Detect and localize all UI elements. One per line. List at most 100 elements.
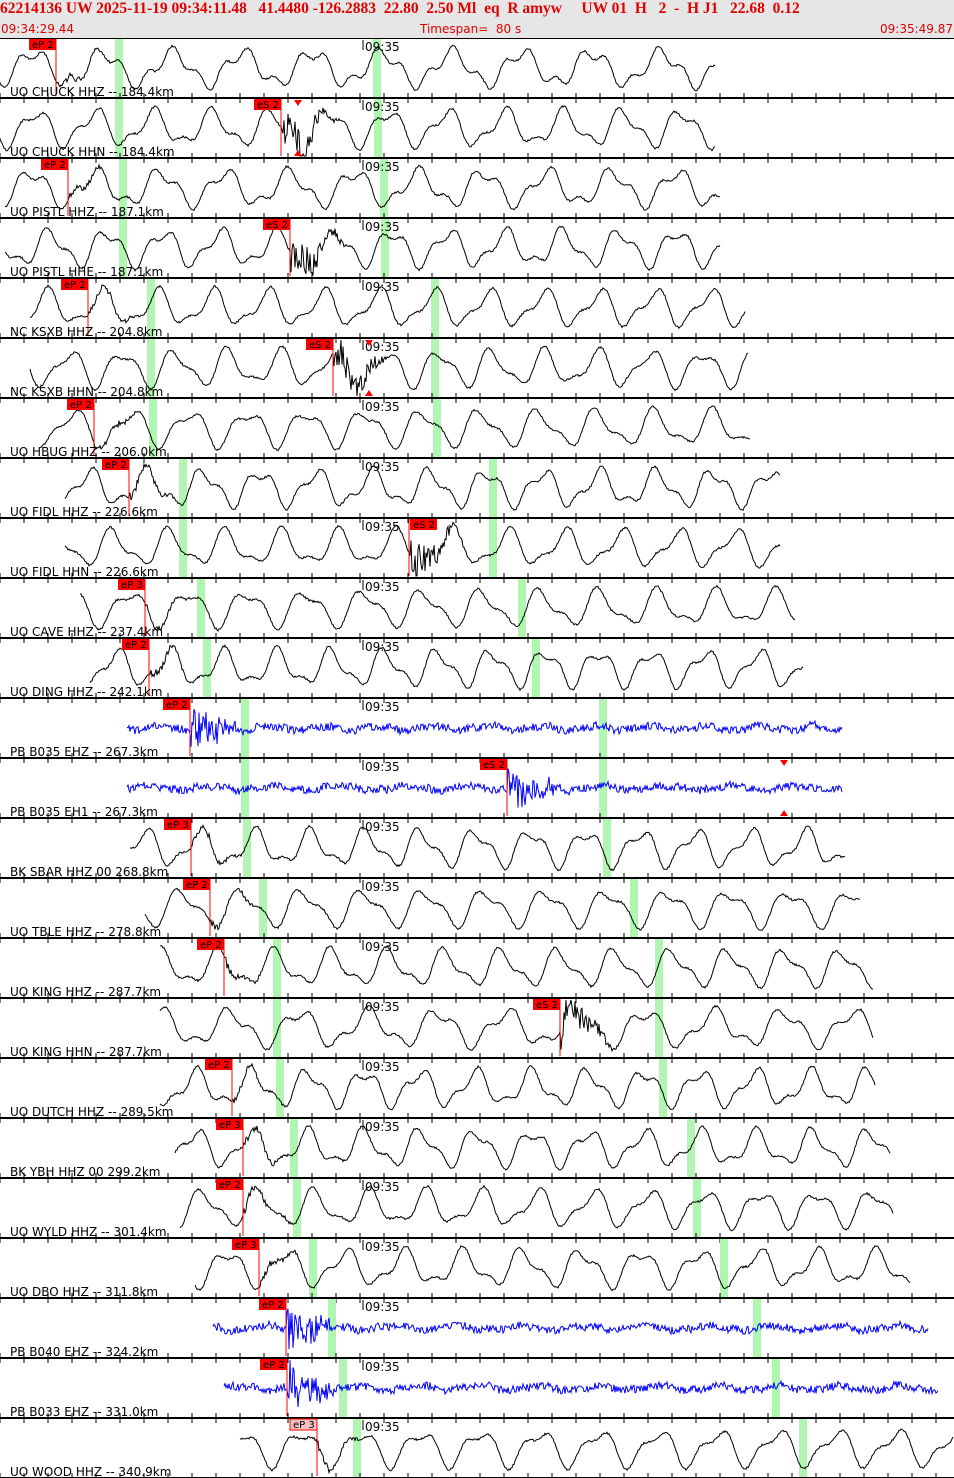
trace-row[interactable]: 09:35 eP 2 UO DUTCH HHZ -- 289.5km (0, 1059, 954, 1123)
trace-row[interactable]: 09:35 eP 3 BK YBH HHZ 00 299.2km (0, 1119, 954, 1183)
trace-row[interactable]: 09:35 eP 2 UO KING HHZ -- 287.7km (0, 939, 954, 1003)
seismogram-panel[interactable]: 09:35 eP 2 UO CHUCK HHZ -- 184.4km 09:35 eS … (0, 38, 954, 1478)
pick-flag[interactable] (410, 519, 437, 530)
pick-flag[interactable] (164, 819, 191, 830)
pick-flag[interactable] (41, 159, 68, 170)
pick-flag[interactable] (289, 1418, 318, 1431)
theoretical-arrival-marker (599, 699, 607, 758)
pick-flag[interactable] (205, 1059, 232, 1070)
pick-label: eP 2 (64, 280, 86, 291)
trace-row[interactable]: 09:35 eS 2 UO FIDL HHN -- 226.6km (0, 519, 954, 583)
trace-row[interactable]: 09:35 eP 2 UO FIDL HHZ -- 226.6km (0, 459, 954, 523)
channel-label: PB B033 EHZ -- 331.0km (10, 1405, 158, 1419)
pick-flag[interactable] (29, 39, 56, 50)
trace-row[interactable]: 09:35 eS 2 UO CHUCK HHN -- 184.4km (0, 99, 954, 163)
channel-label: PB B035 EH1 -- 267.3km (10, 805, 158, 819)
trace-row[interactable]: 09:35 eP 3 UO CAVE HHZ -- 237.4km (0, 579, 954, 643)
pick-flag[interactable] (306, 339, 333, 350)
pick-flag[interactable] (102, 459, 129, 470)
channel-label: UO PISTL HHE -- 187.1km (10, 265, 163, 279)
channel-label: UO FIDL HHZ -- 226.6km (10, 505, 158, 519)
theoretical-arrival-marker (599, 759, 607, 818)
pick-flag[interactable] (259, 1299, 286, 1310)
trace-row[interactable]: 09:35 eP 2 UO PISTL HHZ -- 187.1km (0, 159, 954, 223)
amplitude-marker-icon (365, 390, 373, 396)
theoretical-arrival-marker (381, 219, 389, 278)
channel-label: BK SBAR HHZ 00 268.8km (10, 865, 168, 879)
trace-row[interactable]: 09:35 eP 2 NC KSXB HHZ -- 204.8km (0, 279, 954, 343)
trace-row[interactable]: 09:35 eS 2 NC KSXB HHN -- 204.8km (0, 339, 954, 403)
pick-flag[interactable] (480, 759, 507, 770)
pick-label: eS 2 (257, 100, 279, 111)
channel-label: UO CHUCK HHN -- 184.4km (10, 145, 175, 159)
pick-flag[interactable] (122, 639, 149, 650)
trace-row[interactable]: 09:35 eS 2 UO KING HHN -- 287.7km (0, 999, 954, 1063)
waveform (126, 709, 843, 747)
pick-flag[interactable] (216, 1179, 243, 1190)
pick-label: eP 3 (121, 580, 143, 591)
pick-flag[interactable] (216, 1119, 243, 1130)
pick-flag[interactable] (183, 879, 210, 890)
waveform (4, 163, 721, 211)
trace-row[interactable]: 09:35 eS 2 UO PISTL HHE -- 187.1km (0, 219, 954, 283)
minute-label: 09:35 (365, 340, 400, 354)
theoretical-arrival-marker (518, 579, 526, 638)
trace-row[interactable]: 09:35 eP 2 PB B033 EHZ -- 331.0km (0, 1359, 954, 1423)
theoretical-arrival-marker (630, 879, 638, 938)
waveform (4, 225, 721, 276)
event-header: 62214136 UW 2025-11-19 09:34:11.48 41.44… (0, 0, 954, 38)
pick-label: eP 3 (235, 1240, 257, 1251)
theoretical-arrival-marker (179, 519, 187, 578)
pick-label: eP 2 (166, 700, 188, 711)
waveform (160, 945, 874, 990)
channel-label: PB B040 EHZ -- 324.2km (10, 1345, 158, 1359)
minute-label: 09:35 (365, 40, 400, 54)
trace-row[interactable]: 09:35 eP 2 PB B035 EHZ -- 267.3km (0, 699, 954, 763)
trace-row[interactable]: 09:35 eP 2 UO TBLE HHZ -- 278.8km (0, 879, 954, 943)
minute-label: 09:35 (365, 820, 400, 834)
channel-label: UO CHUCK HHZ -- 184.4km (10, 85, 174, 99)
trace-row[interactable]: 09:35 eS 2 PB B035 EH1 -- 267.3km (0, 759, 954, 823)
channel-label: UO DING HHZ -- 242.1km (10, 685, 162, 699)
channel-label: UO WYLD HHZ -- 301.4km (10, 1225, 167, 1239)
pick-label: eS 2 (309, 340, 331, 351)
trace-row[interactable]: 09:35 eP 2 PB B040 EHZ -- 324.2km (0, 1299, 954, 1363)
trace-row[interactable]: 09:35 eP 3 UO DBO HHZ -- 311.8km (0, 1239, 954, 1303)
waveform (0, 44, 716, 92)
pick-flag[interactable] (533, 999, 560, 1010)
pick-flag[interactable] (232, 1239, 259, 1250)
theoretical-arrival-marker (373, 39, 381, 98)
theoretical-arrival-marker (259, 879, 267, 938)
waveform (64, 462, 781, 511)
waveform (174, 1125, 891, 1171)
pick-flag[interactable] (163, 699, 190, 710)
theoretical-arrival-marker (489, 459, 497, 518)
minute-label: 09:35 (365, 640, 400, 654)
minute-label: 09:35 (365, 880, 400, 894)
pick-label: eP 3 (167, 820, 189, 831)
channel-label: UO DBO HHZ -- 311.8km (10, 1285, 158, 1299)
trace-row[interactable]: 09:35 eP 2 UO CHUCK HHZ -- 184.4km (0, 38, 954, 103)
trace-row[interactable]: 09:35 eP 2 UO DING HHZ -- 242.1km (0, 639, 954, 703)
trace-row[interactable]: 09:35 eP 3 BK SBAR HHZ 00 268.8km (0, 819, 954, 883)
minute-label: 09:35 (365, 1120, 400, 1134)
minute-label: 09:35 (365, 520, 400, 534)
minute-label: 09:35 (365, 700, 400, 714)
theoretical-arrival-marker (115, 39, 123, 98)
trace-row[interactable]: 09:35 eP 2 UO HBUG HHZ -- 206.0km (0, 399, 954, 463)
minute-label: 09:35 (365, 220, 400, 234)
pick-flag[interactable] (254, 99, 281, 110)
trace-row[interactable]: 09:35 eP 2 UO WYLD HHZ -- 301.4km (0, 1179, 954, 1243)
pick-flag[interactable] (197, 939, 224, 950)
pick-flag[interactable] (61, 279, 88, 290)
pick-flag[interactable] (263, 219, 290, 230)
pick-flag[interactable] (260, 1359, 287, 1370)
channel-label: PB B035 EHZ -- 267.3km (10, 745, 158, 759)
theoretical-arrival-marker (328, 1299, 336, 1358)
channel-label: UO DUTCH HHZ -- 289.5km (10, 1105, 173, 1119)
pick-flag[interactable] (118, 579, 145, 590)
channel-label: UO CAVE HHZ -- 237.4km (10, 625, 163, 639)
trace-row[interactable]: 09:35 eP 3 UO WOOD HHZ -- 340.9km (0, 1418, 954, 1478)
pick-flag[interactable] (67, 399, 94, 410)
pick-label: eS 2 (266, 220, 288, 231)
